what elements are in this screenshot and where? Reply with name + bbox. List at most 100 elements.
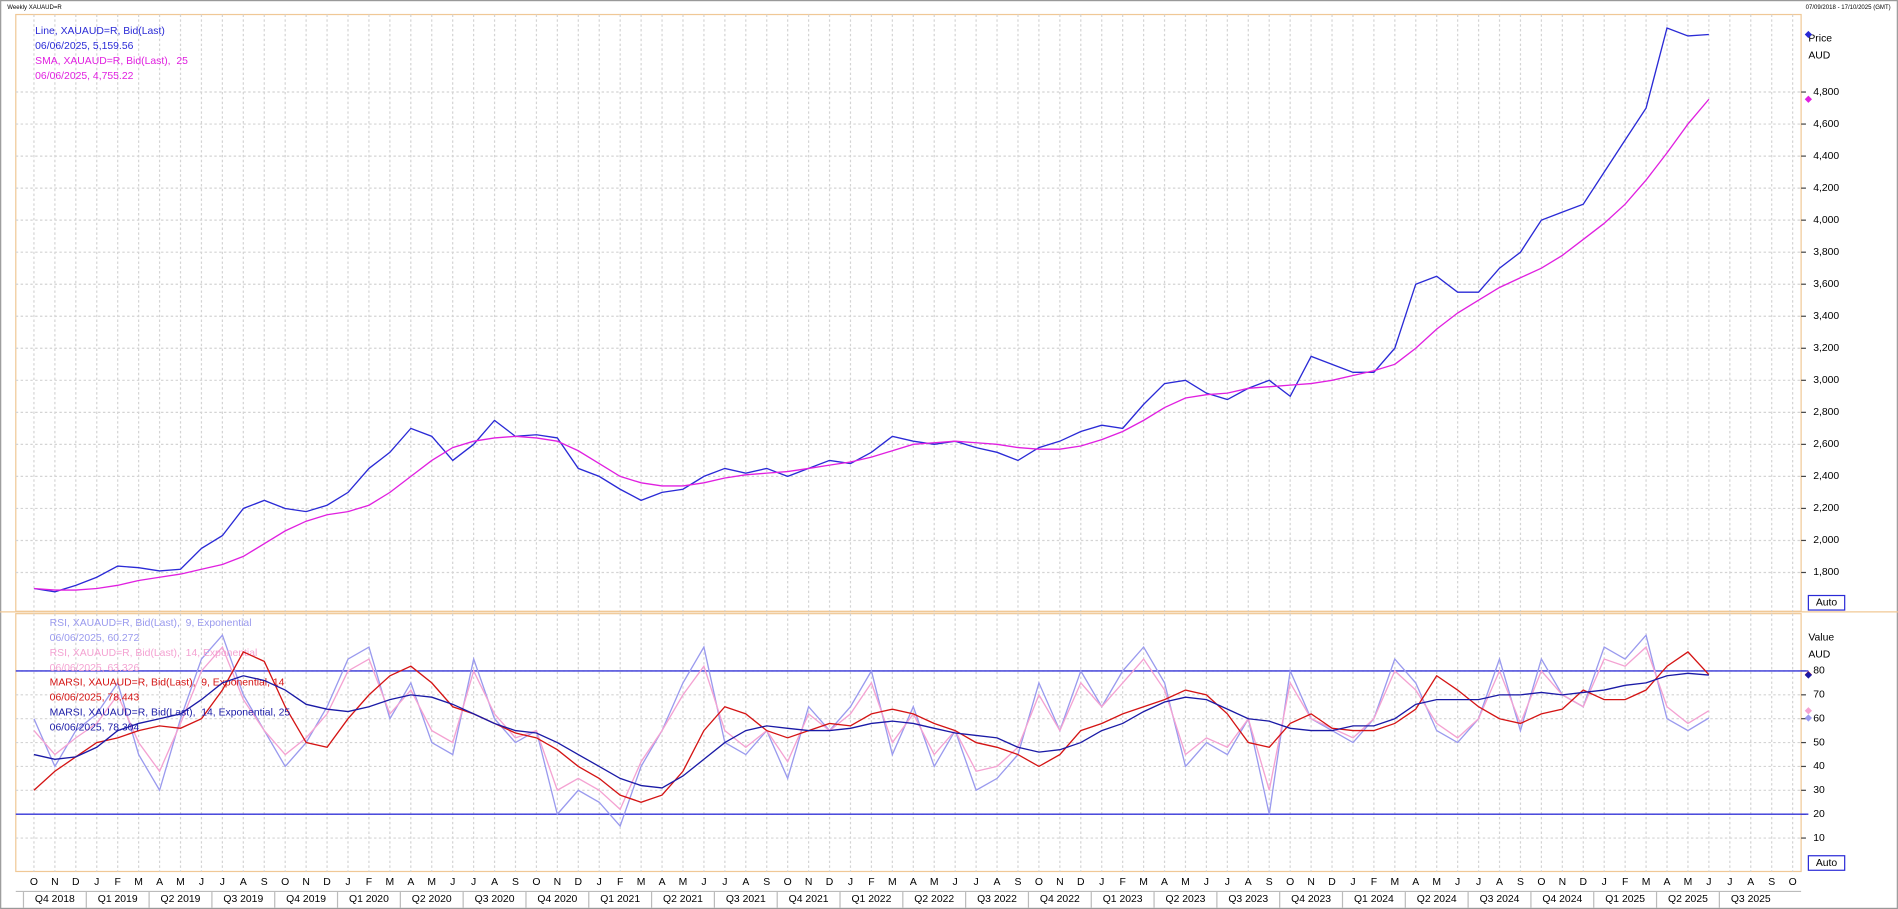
x-month-label: M — [386, 877, 395, 888]
x-month-label: N — [302, 877, 310, 888]
y-tick-label: 20 — [1813, 809, 1825, 820]
x-month-label: D — [1077, 877, 1085, 888]
legend-value: 06/06/2025, 60.272 — [50, 633, 140, 644]
x-month-label: O — [784, 877, 792, 888]
auto-button-label: Auto — [1816, 598, 1838, 609]
y-tick-label: 3,000 — [1813, 375, 1839, 386]
x-month-label: M — [1391, 877, 1400, 888]
x-month-label: O — [1286, 877, 1294, 888]
y-tick-label: 3,400 — [1813, 311, 1839, 322]
x-month-label: O — [30, 877, 38, 888]
x-quarter-label: Q4 2024 — [1542, 894, 1582, 905]
x-month-label: J — [597, 877, 602, 888]
y-tick-label: 4,200 — [1813, 183, 1839, 194]
x-month-label: D — [72, 877, 80, 888]
x-month-label: A — [1245, 877, 1252, 888]
x-quarter-label: Q1 2021 — [600, 894, 640, 905]
x-month-label: O — [281, 877, 289, 888]
auto-button[interactable] — [1807, 855, 1846, 871]
series-line — [33, 651, 1710, 803]
x-quarter-label: Q1 2020 — [349, 894, 389, 905]
x-month-label: O — [1789, 877, 1797, 888]
x-month-label: A — [407, 877, 414, 888]
x-month-label: F — [1371, 877, 1377, 888]
x-month-label: J — [199, 877, 204, 888]
x-month-label: D — [1328, 877, 1336, 888]
x-month-label: M — [1642, 877, 1651, 888]
legend-name: RSI, XAUAUD=R, Bid(Last), 9, Exponential — [50, 618, 252, 629]
last-value-marker — [1804, 95, 1813, 103]
x-month-label: J — [220, 877, 225, 888]
x-month-label: F — [115, 877, 121, 888]
legend-name: MARSI, XAUAUD=R, Bid(Last), 9, Exponenti… — [50, 678, 285, 689]
x-quarter-label: Q3 2019 — [223, 894, 263, 905]
x-month-label: S — [763, 877, 770, 888]
x-month-label: S — [1266, 877, 1273, 888]
x-month-label: A — [1412, 877, 1419, 888]
x-month-label: A — [742, 877, 749, 888]
y-tick-label: 3,200 — [1813, 343, 1839, 354]
x-month-label: M — [1139, 877, 1148, 888]
x-month-label: M — [679, 877, 688, 888]
x-month-label: N — [805, 877, 813, 888]
x-month-label: F — [366, 877, 372, 888]
y-tick-label: 4,000 — [1813, 215, 1839, 226]
legend-name: Line, XAUAUD=R, Bid(Last) — [35, 26, 165, 37]
x-month-label: A — [1161, 877, 1168, 888]
legend-name: RSI, XAUAUD=R, Bid(Last), 14, Exponentia… — [50, 648, 258, 659]
y-tick-label: 3,600 — [1813, 279, 1839, 290]
y-tick-label: 4,400 — [1813, 151, 1839, 162]
x-month-label: M — [427, 877, 436, 888]
x-month-label: A — [240, 877, 247, 888]
x-month-label: J — [953, 877, 958, 888]
x-month-label: S — [1517, 877, 1524, 888]
x-month-label: J — [1455, 877, 1460, 888]
y-tick-label: 2,200 — [1813, 503, 1839, 514]
legend-value: 06/06/2025, 63.326 — [50, 663, 140, 674]
x-quarter-label: Q1 2025 — [1605, 894, 1645, 905]
x-month-label: N — [1307, 877, 1315, 888]
x-month-label: D — [323, 877, 331, 888]
x-month-label: A — [491, 877, 498, 888]
x-month-label: A — [659, 877, 666, 888]
y-axis-label: Price — [1808, 33, 1832, 44]
x-month-label: A — [1747, 877, 1754, 888]
y-tick-label: 2,800 — [1813, 407, 1839, 418]
x-month-label: J — [1099, 877, 1104, 888]
x-month-label: J — [471, 877, 476, 888]
y-tick-label: 3,800 — [1813, 247, 1839, 258]
x-month-label: J — [701, 877, 706, 888]
x-quarter-label: Q4 2019 — [286, 894, 326, 905]
y-tick-label: 2,600 — [1813, 439, 1839, 450]
x-month-label: S — [1768, 877, 1775, 888]
x-month-label: M — [1181, 877, 1190, 888]
y-tick-label: 1,800 — [1813, 567, 1839, 578]
x-month-label: S — [512, 877, 519, 888]
x-quarter-label: Q1 2022 — [851, 894, 891, 905]
auto-button-label: Auto — [1816, 858, 1838, 869]
y-tick-label: 2,400 — [1813, 471, 1839, 482]
y-tick-label: 70 — [1813, 690, 1825, 701]
x-quarter-label: Q4 2018 — [35, 894, 75, 905]
y-axis-unit: AUD — [1808, 650, 1830, 661]
x-month-label: J — [974, 877, 979, 888]
legend-value: 06/06/2025, 5,159.56 — [35, 41, 133, 52]
x-month-label: J — [1350, 877, 1355, 888]
auto-button[interactable] — [1807, 594, 1846, 611]
header-range: 07/09/2018 - 17/10/2025 (GMT) — [1806, 5, 1891, 11]
x-month-label: J — [345, 877, 350, 888]
y-tick-label: 4,800 — [1813, 87, 1839, 98]
last-value-marker — [1804, 671, 1813, 679]
x-quarter-label: Q2 2022 — [914, 894, 954, 905]
x-month-label: N — [1056, 877, 1064, 888]
x-month-label: N — [51, 877, 59, 888]
y-axis-label: Value — [1808, 633, 1834, 644]
x-month-label: F — [1119, 877, 1125, 888]
y-axis-unit: AUD — [1808, 50, 1830, 61]
series-line — [33, 645, 1710, 811]
legend-value: 06/06/2025, 4,755.22 — [35, 71, 133, 82]
x-month-label: M — [1432, 877, 1441, 888]
x-quarter-label: Q1 2023 — [1103, 894, 1143, 905]
